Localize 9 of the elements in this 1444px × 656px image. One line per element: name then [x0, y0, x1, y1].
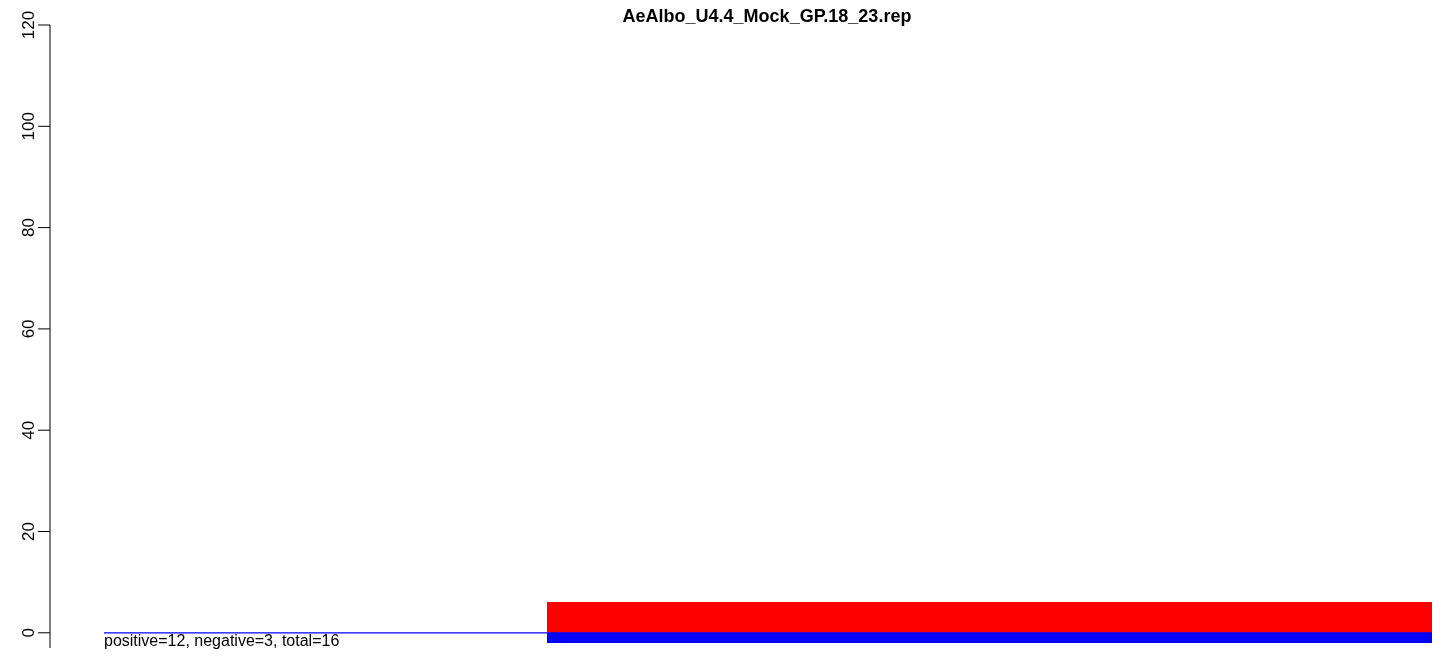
y-tick-label: 20: [19, 522, 38, 541]
y-tick-label: 80: [19, 218, 38, 238]
y-tick-label: 120: [19, 10, 38, 40]
y-tick-label: 0: [19, 628, 38, 638]
annotation: positive=12, negative=3, total=16: [104, 632, 340, 649]
chart-title: AeAlbo_U4.4_Mock_GP.18_23.rep: [622, 6, 912, 26]
y-tick-label: 100: [19, 112, 38, 141]
y-tick-label: 40: [19, 420, 38, 440]
y-tick-label: 60: [19, 319, 38, 339]
